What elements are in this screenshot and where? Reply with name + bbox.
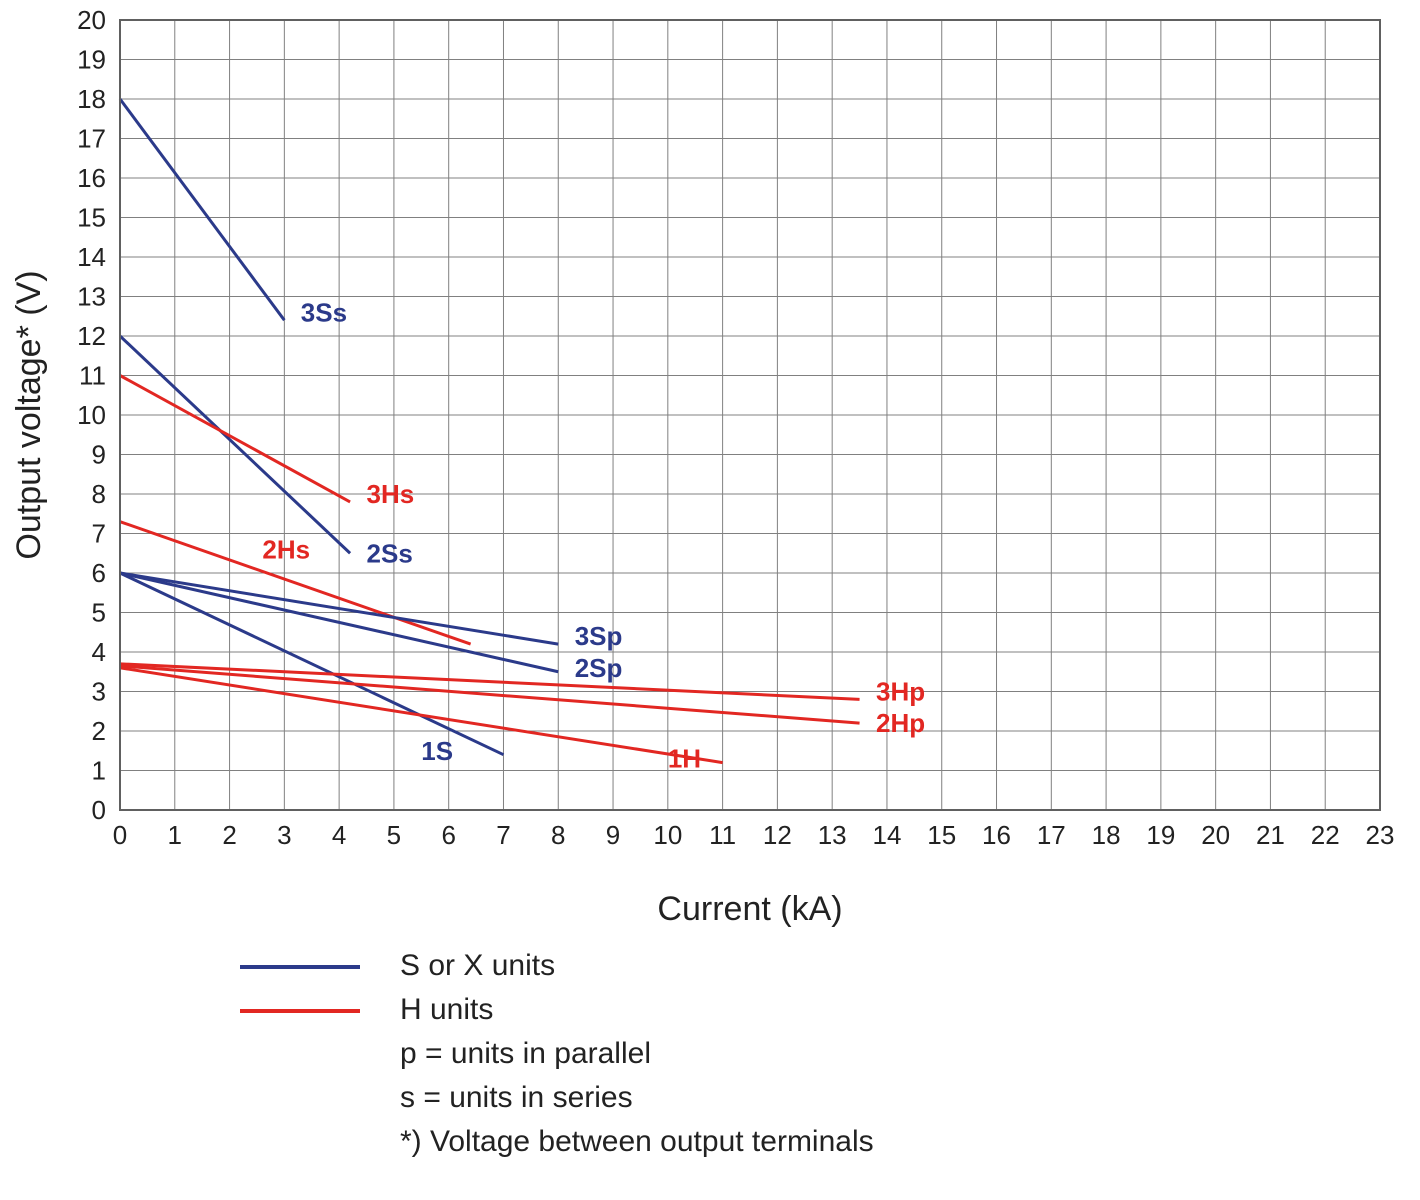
series-label-2Hp: 2Hp bbox=[876, 708, 925, 738]
y-tick-label: 7 bbox=[92, 519, 106, 549]
x-tick-label: 5 bbox=[387, 820, 401, 850]
series-label-1S: 1S bbox=[421, 736, 453, 766]
x-tick-label: 9 bbox=[606, 820, 620, 850]
y-tick-label: 14 bbox=[77, 242, 106, 272]
y-tick-label: 16 bbox=[77, 163, 106, 193]
legend-label: s = units in series bbox=[400, 1081, 633, 1114]
x-tick-label: 12 bbox=[763, 820, 792, 850]
y-tick-label: 0 bbox=[92, 795, 106, 825]
x-tick-label: 3 bbox=[277, 820, 291, 850]
y-tick-label: 9 bbox=[92, 440, 106, 470]
legend-label: *) Voltage between output terminals bbox=[400, 1125, 874, 1158]
x-tick-label: 21 bbox=[1256, 820, 1285, 850]
series-label-2Ss: 2Ss bbox=[367, 538, 413, 568]
x-tick-label: 17 bbox=[1037, 820, 1066, 850]
x-tick-label: 1 bbox=[168, 820, 182, 850]
x-tick-label: 10 bbox=[653, 820, 682, 850]
voltage-current-chart: 0123456789101112131415161718192021222301… bbox=[0, 0, 1420, 1200]
y-tick-label: 5 bbox=[92, 598, 106, 628]
x-tick-label: 6 bbox=[441, 820, 455, 850]
x-tick-label: 16 bbox=[982, 820, 1011, 850]
x-tick-label: 23 bbox=[1366, 820, 1395, 850]
x-tick-label: 13 bbox=[818, 820, 847, 850]
x-tick-label: 11 bbox=[709, 820, 736, 850]
y-axis-title: Output voltage* (V) bbox=[10, 270, 48, 559]
y-tick-label: 12 bbox=[77, 321, 106, 351]
y-tick-label: 18 bbox=[77, 84, 106, 114]
x-tick-label: 15 bbox=[927, 820, 956, 850]
x-tick-label: 18 bbox=[1092, 820, 1121, 850]
series-label-2Hs: 2Hs bbox=[262, 534, 310, 564]
y-tick-label: 8 bbox=[92, 479, 106, 509]
x-tick-label: 7 bbox=[496, 820, 510, 850]
y-tick-label: 10 bbox=[77, 400, 106, 430]
x-tick-label: 19 bbox=[1146, 820, 1175, 850]
legend-label: p = units in parallel bbox=[400, 1037, 651, 1070]
legend-label: S or X units bbox=[400, 949, 555, 982]
y-tick-label: 2 bbox=[92, 716, 106, 746]
series-label-2Sp: 2Sp bbox=[575, 653, 623, 683]
x-tick-label: 4 bbox=[332, 820, 346, 850]
y-tick-label: 1 bbox=[92, 756, 106, 786]
chart-background bbox=[0, 0, 1420, 1200]
x-tick-label: 8 bbox=[551, 820, 565, 850]
y-tick-label: 6 bbox=[92, 558, 106, 588]
y-tick-label: 17 bbox=[77, 124, 106, 154]
y-tick-label: 20 bbox=[77, 5, 106, 35]
legend-label: H units bbox=[400, 993, 493, 1026]
y-tick-label: 3 bbox=[92, 677, 106, 707]
x-tick-label: 14 bbox=[872, 820, 901, 850]
y-tick-label: 15 bbox=[77, 203, 106, 233]
y-tick-label: 11 bbox=[79, 361, 106, 391]
x-tick-label: 2 bbox=[222, 820, 236, 850]
y-tick-label: 13 bbox=[77, 282, 106, 312]
series-label-3Sp: 3Sp bbox=[575, 621, 623, 651]
series-label-3Hs: 3Hs bbox=[367, 479, 415, 509]
y-tick-label: 4 bbox=[92, 637, 106, 667]
x-tick-label: 20 bbox=[1201, 820, 1230, 850]
y-tick-label: 19 bbox=[77, 45, 106, 75]
x-tick-label: 0 bbox=[113, 820, 127, 850]
x-axis-title: Current (kA) bbox=[657, 890, 842, 928]
series-label-3Ss: 3Ss bbox=[301, 297, 347, 327]
series-label-3Hp: 3Hp bbox=[876, 677, 925, 707]
x-tick-label: 22 bbox=[1311, 820, 1340, 850]
series-label-1H: 1H bbox=[668, 744, 701, 774]
